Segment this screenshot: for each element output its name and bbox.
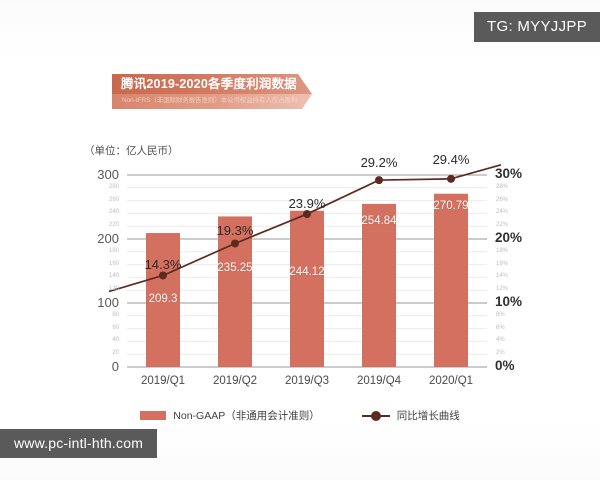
y-axis-label-minor: 140 bbox=[108, 273, 119, 280]
growth-line-tail bbox=[450, 164, 502, 180]
bar-value-label-2019-Q4: 254.84 bbox=[361, 215, 397, 227]
legend-line-dot-icon bbox=[361, 410, 390, 421]
x-axis-label-2019-Q3: 2019/Q3 bbox=[284, 375, 330, 387]
y-axis-label-major: 200 bbox=[97, 231, 119, 246]
growth-point-2019-Q3 bbox=[303, 210, 311, 219]
y2-axis-label-minor: 28% bbox=[496, 183, 509, 190]
y2-axis-label-minor: 18% bbox=[496, 247, 509, 254]
y2-axis-label-major: 0% bbox=[495, 358, 515, 373]
y2-axis-label-minor: 16% bbox=[496, 260, 509, 267]
chart-subtitle: Non-IFRS（非国际财务报告准则）本公司权益持有人应占盈利 bbox=[122, 97, 298, 104]
banner-top-shape bbox=[112, 74, 312, 94]
y-axis-label-minor: 240 bbox=[108, 209, 119, 216]
growth-point-2019-Q2 bbox=[231, 239, 239, 248]
y2-axis-label-major: 10% bbox=[495, 294, 523, 309]
y-axis-label-minor: 20 bbox=[112, 350, 119, 357]
y-axis-label-major: 0 bbox=[111, 359, 119, 374]
legend-label-bar: Non-GAAP（非通用会计准则） bbox=[173, 410, 320, 422]
legend-bar-swatch-icon bbox=[140, 411, 167, 420]
growth-line-lead bbox=[108, 274, 164, 293]
bar-2019-Q4 bbox=[362, 203, 396, 367]
x-axis-label-2019-Q2: 2019/Q2 bbox=[212, 375, 258, 387]
y-axis-label-minor: 160 bbox=[108, 260, 119, 267]
growth-value-label-2019-Q2: 19.3% bbox=[216, 223, 254, 238]
y-axis-label-minor: 260 bbox=[108, 196, 119, 203]
x-axis-label-2019-Q1: 2019/Q1 bbox=[140, 375, 186, 387]
y-axis-label-minor: 220 bbox=[108, 222, 119, 229]
unit-caption: （单位：亿人民币） bbox=[84, 145, 179, 157]
y2-axis-label-minor: 2% bbox=[496, 350, 505, 357]
tg-badge: TG: MYYJJPP bbox=[474, 12, 600, 42]
title-banner: 腾讯2019-2020各季度利润数据 Non-IFRS（非国际财务报告准则）本公… bbox=[112, 74, 312, 110]
legend-label-line: 同比增长曲线 bbox=[396, 410, 460, 422]
y2-axis-label-minor: 22% bbox=[496, 222, 509, 229]
bar-value-label-2019-Q2: 235.25 bbox=[217, 262, 253, 274]
y-axis-label-major: 300 bbox=[97, 167, 119, 182]
growth-value-label-2019-Q4: 29.2% bbox=[360, 155, 398, 170]
legend-item-line: 同比增长曲线 bbox=[361, 408, 460, 423]
bar-2020-Q1 bbox=[434, 193, 468, 367]
bar-value-label-2019-Q3: 244.12 bbox=[289, 266, 325, 278]
site-watermark: www.pc-intl-hth.com bbox=[0, 429, 158, 458]
growth-value-label-2020-Q1: 29.4% bbox=[432, 152, 470, 167]
y2-axis-label-minor: 12% bbox=[496, 286, 509, 293]
x-axis-label-2019-Q4: 2019/Q4 bbox=[356, 375, 402, 387]
bar-value-label-2020-Q1: 270.79 bbox=[433, 200, 469, 212]
y2-axis-label-minor: 6% bbox=[496, 324, 505, 331]
chart-title: 腾讯2019-2020各季度利润数据 bbox=[121, 77, 297, 91]
growth-point-2019-Q1 bbox=[159, 271, 167, 280]
growth-value-label-2019-Q3: 23.9% bbox=[288, 196, 326, 211]
banner-bottom-shape bbox=[112, 94, 312, 109]
y2-axis-label-major: 30% bbox=[495, 166, 523, 181]
legend-item-bar: Non-GAAP（非通用会计准则） bbox=[140, 408, 320, 423]
y2-axis-label-minor: 26% bbox=[496, 196, 509, 203]
growth-value-label-2019-Q1: 14.3% bbox=[144, 257, 182, 272]
y2-axis-label-minor: 8% bbox=[496, 311, 505, 318]
y2-axis-label-major: 20% bbox=[495, 230, 523, 245]
y-axis-label-minor: 280 bbox=[108, 183, 119, 190]
y2-axis-label-minor: 4% bbox=[496, 337, 505, 344]
bar-2019-Q3 bbox=[290, 210, 324, 367]
y-axis-label-minor: 80 bbox=[112, 311, 119, 318]
y-axis-label-minor: 40 bbox=[112, 337, 119, 344]
y2-axis-label-minor: 24% bbox=[496, 209, 509, 216]
y-axis-label-minor: 180 bbox=[108, 247, 119, 254]
bar-2019-Q1 bbox=[146, 233, 180, 367]
y2-axis-label-minor: 14% bbox=[496, 273, 509, 280]
chart-legend: Non-GAAP（非通用会计准则） 同比增长曲线 bbox=[0, 408, 600, 423]
y-axis-label-major: 100 bbox=[97, 295, 119, 310]
growth-point-2020-Q1 bbox=[447, 174, 455, 183]
y-axis-label-minor: 60 bbox=[112, 324, 119, 331]
x-axis-label-2020-Q1: 2020/Q1 bbox=[428, 375, 474, 387]
y-axis-label-minor: 120 bbox=[108, 286, 119, 293]
growth-point-2019-Q4 bbox=[375, 176, 383, 185]
bar-value-label-2019-Q1: 209.3 bbox=[148, 293, 178, 305]
